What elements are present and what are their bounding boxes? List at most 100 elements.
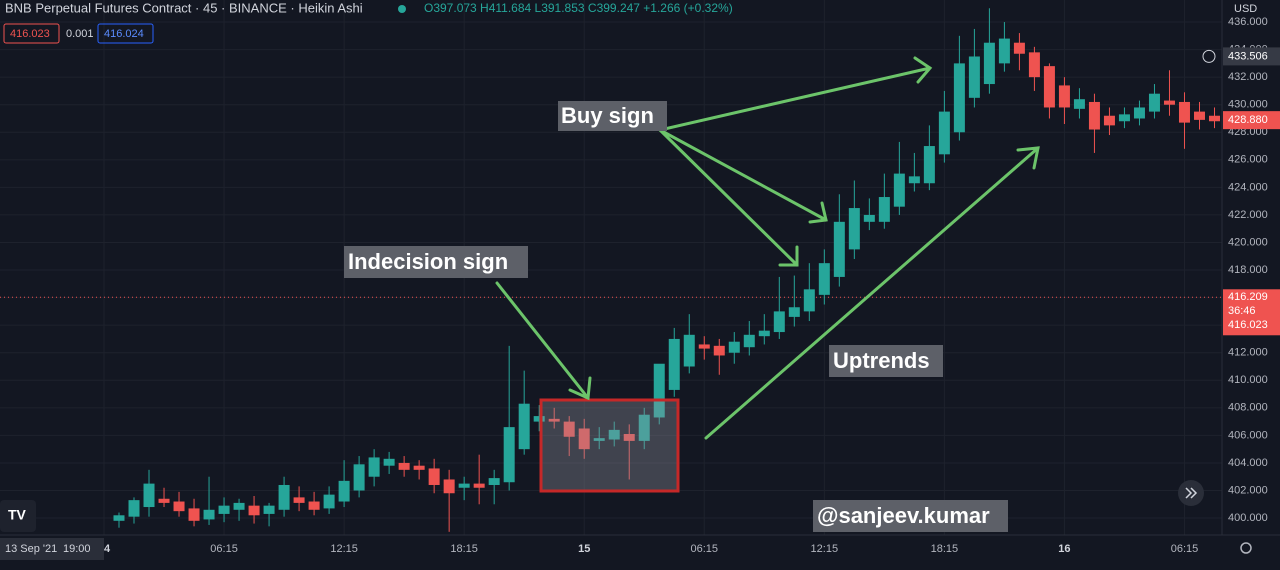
logo-text: TV — [8, 507, 27, 523]
indecision-box — [539, 398, 680, 493]
candle-body — [503, 427, 515, 483]
scroll-icon — [1185, 487, 1198, 499]
x-tick-label: 16 — [1058, 543, 1070, 555]
x-tick-label: 06:15 — [1171, 543, 1199, 555]
candle-body — [143, 483, 155, 508]
candle-body — [638, 414, 650, 441]
annotation: Buy sign — [561, 103, 654, 128]
candle-body — [1133, 107, 1145, 119]
sell-button[interactable] — [3, 23, 60, 44]
last-price-box — [1223, 289, 1280, 336]
candle-body — [263, 505, 275, 514]
annotation: @sanjeev.kumar — [817, 503, 990, 528]
candle-body — [983, 42, 995, 85]
candle-body — [1028, 52, 1040, 78]
candle-body — [308, 501, 320, 510]
y-tick-label: 406.000 — [1228, 429, 1268, 441]
x-tick-label: 06:15 — [691, 543, 719, 555]
candle-body — [1013, 42, 1025, 54]
y-tick-label: 426.000 — [1228, 154, 1268, 166]
candle-body — [518, 403, 530, 450]
candle-body — [353, 464, 365, 491]
candle-body — [428, 468, 440, 485]
y-tick-label: 402.000 — [1228, 484, 1268, 496]
candle-body — [173, 501, 185, 512]
candle-body — [578, 428, 590, 450]
annotation: Uptrends — [833, 348, 930, 373]
candle-body — [413, 465, 425, 470]
candle-body — [1073, 99, 1085, 109]
x-tick-label: 15 — [578, 543, 590, 555]
price-label: 433.506 — [1228, 50, 1268, 62]
other-price: 416.209 — [1228, 291, 1268, 303]
logo — [0, 500, 36, 532]
settings-icon[interactable] — [1240, 542, 1252, 554]
candle-body — [488, 478, 500, 485]
y-tick-label: 432.000 — [1228, 71, 1268, 83]
add-alert-button — [1202, 49, 1216, 63]
y-tick-label: 430.000 — [1228, 99, 1268, 111]
candle-body — [158, 498, 170, 503]
annotation: Indecision sign — [348, 249, 508, 274]
candle-body — [443, 479, 455, 494]
candle-body — [188, 508, 200, 521]
candle-body — [1058, 85, 1070, 108]
buy-button[interactable] — [97, 23, 154, 44]
candle-body — [923, 146, 935, 184]
y-tick-label: 422.000 — [1228, 209, 1268, 221]
candle-body — [713, 345, 725, 356]
candle-body — [533, 416, 545, 422]
candle-body — [458, 483, 470, 488]
spread: 0.001 — [66, 28, 94, 40]
arrows — [495, 56, 1040, 440]
candle-body — [1208, 115, 1220, 122]
y-tick-label: 424.000 — [1228, 181, 1268, 193]
y-tick-label: 408.000 — [1228, 402, 1268, 414]
candle-body — [113, 515, 125, 521]
y-tick-label: 404.000 — [1228, 457, 1268, 469]
candle-body — [1193, 111, 1205, 120]
y-tick-label: 420.000 — [1228, 236, 1268, 248]
candle-body — [698, 344, 710, 349]
candle-body — [1043, 66, 1055, 108]
x-tick-label: 18:15 — [450, 543, 478, 555]
sell-price[interactable]: 416.023 — [10, 28, 50, 40]
chart-title: BNB Perpetual Futures Contract · 45 · BI… — [5, 0, 363, 15]
time-axis — [0, 535, 1280, 565]
candle-body — [908, 176, 920, 184]
currency[interactable]: USD — [1234, 3, 1257, 15]
y-tick-label: 412.000 — [1228, 347, 1268, 359]
candle-body — [848, 208, 860, 250]
buy-price[interactable]: 416.024 — [104, 28, 144, 40]
candle-body — [968, 56, 980, 98]
candle-body — [998, 38, 1010, 64]
candle-body — [278, 484, 290, 510]
candle-body — [653, 363, 665, 418]
countdown: 36:46 — [1228, 305, 1256, 317]
candle-body — [593, 438, 605, 441]
y-tick-label: 436.000 — [1228, 16, 1268, 28]
y-tick-label: 410.000 — [1228, 374, 1268, 386]
y-tick-label: 418.000 — [1228, 264, 1268, 276]
candle-body — [1163, 100, 1175, 105]
candle-body — [1148, 93, 1160, 112]
candle-body — [1103, 115, 1115, 126]
candle-body — [1118, 114, 1130, 122]
x-tick-label: 06:15 — [210, 543, 238, 555]
candle-body — [788, 307, 800, 317]
candle-body — [833, 221, 845, 277]
annotation-box — [558, 101, 667, 131]
price-label: 428.880 — [1228, 114, 1268, 126]
price-label-box — [1223, 111, 1280, 130]
start-date: 13 Sep '21 — [5, 543, 57, 555]
annotation-box — [813, 500, 1008, 532]
y-tick-label: 400.000 — [1228, 512, 1268, 524]
x-tick-label: 12:15 — [811, 543, 839, 555]
candle-body — [203, 509, 215, 520]
date-box — [0, 538, 104, 560]
candle-body — [248, 505, 260, 516]
x-tick-label: 12:15 — [330, 543, 358, 555]
candle-body — [338, 480, 350, 502]
annotation-box — [829, 345, 943, 377]
